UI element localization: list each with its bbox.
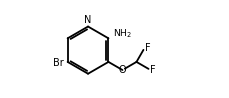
Text: N: N [84,15,91,25]
Text: F: F [149,65,155,75]
Text: F: F [144,43,150,53]
Text: Br: Br [53,58,63,68]
Text: O: O [118,65,126,75]
Text: NH$_2$: NH$_2$ [112,27,131,40]
